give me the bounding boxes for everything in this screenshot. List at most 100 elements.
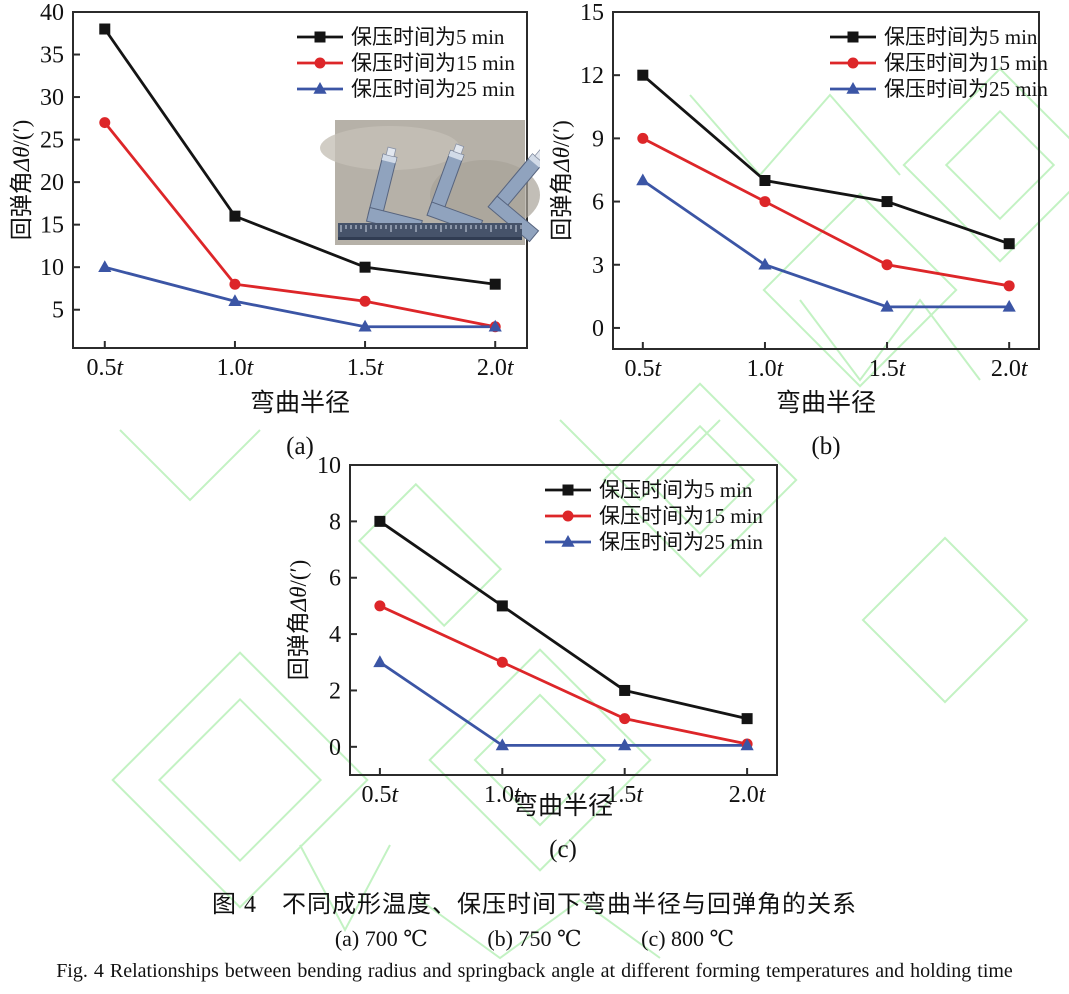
y-tick-label: 12 (580, 63, 604, 89)
caption-subpanels: (a) 700 ℃ (b) 750 ℃ (c) 800 ℃ (0, 926, 1069, 952)
y-tick-label: 25 (40, 128, 64, 154)
point-t5-3 (1003, 238, 1015, 250)
series-t25-line (104, 265, 496, 329)
y-tick-label: 5 (52, 298, 64, 324)
point-t5-0 (637, 69, 649, 81)
legend-label: 保压时间为25 min (351, 77, 515, 101)
series-t15-markers (374, 600, 753, 750)
x-axis: 0.5t 1.0t 1.5t 2.0t (362, 768, 767, 808)
x-tick-label: 0.5t (624, 356, 662, 382)
legend-item-t5: 保压时间为5 min (830, 25, 1038, 49)
legend-marker (847, 31, 859, 43)
y-tick-label: 15 (580, 0, 604, 26)
point-t25-3 (1002, 299, 1016, 312)
x-tick-label: 1.0t (747, 356, 785, 382)
point-t15-3 (1003, 280, 1015, 292)
watermark-glyph (902, 67, 1069, 263)
series-t15-line (642, 137, 1010, 288)
series-t25-markers (98, 260, 502, 332)
legend-label: 保压时间为15 min (351, 51, 515, 75)
y-axis: 0 3 6 9 12 15 (580, 0, 620, 342)
y-tick-label: 8 (329, 509, 341, 535)
legend-marker (314, 57, 326, 69)
x-tick-label: 1.0t (217, 355, 255, 381)
panel-label: (a) (286, 433, 314, 460)
point-t15-1 (759, 196, 771, 208)
legend-marker (847, 57, 859, 69)
legend-marker (561, 535, 575, 547)
legend-marker (313, 82, 327, 94)
legend-item-t15: 保压时间为15 min (830, 51, 1048, 75)
series-t5-line (103, 28, 496, 286)
legend-item-t5: 保压时间为5 min (545, 478, 753, 502)
point-t15-0 (637, 132, 649, 144)
x-tick-label: 1.0t (484, 782, 522, 808)
point-t5-3 (489, 278, 501, 290)
watermark-zigzag (799, 298, 981, 382)
point-t5-2 (359, 261, 371, 273)
point-t15-0 (99, 117, 111, 129)
chart-a: 5 10 15 20 25 30 35 40 0.5t 1.0t 1.5t 2.0t 回弹角Δθ/(′)… (9, 0, 540, 460)
panel-label: (c) (549, 836, 577, 863)
series-t5-markers (374, 515, 753, 725)
legend-item-t25: 保压时间为25 min (297, 77, 515, 101)
y-tick-label: 20 (40, 170, 64, 196)
watermark-zigzag (299, 844, 391, 933)
caption-chinese: 图 4 不同成形温度、保压时间下弯曲半径与回弹角的关系 (212, 892, 857, 918)
legend-label: 保压时间为15 min (884, 51, 1048, 75)
point-t25-0 (373, 655, 387, 668)
watermark-zigzag (419, 898, 661, 960)
point-t5-1 (496, 600, 508, 612)
x-axis-title: 弯曲半径 (513, 792, 613, 820)
legend-item-t25: 保压时间为25 min (830, 77, 1048, 101)
point-t5-0 (374, 515, 386, 527)
series-t5-markers (99, 23, 501, 290)
watermark-zigzag (689, 93, 901, 177)
watermark-glyph (111, 651, 369, 909)
y-tick-label: 0 (592, 316, 604, 342)
x-tick-label: 2.0t (991, 356, 1029, 382)
plot-border (349, 464, 778, 776)
point-t5-0 (99, 23, 111, 35)
legend-item-t5: 保压时间为5 min (297, 25, 505, 49)
y-tick-label: 10 (317, 453, 341, 479)
bent-specimen (487, 149, 540, 243)
point-t15-1 (496, 656, 508, 668)
x-axis: 0.5t 1.0t 1.5t 2.0t (86, 341, 515, 381)
x-tick-label: 1.5t (347, 355, 385, 381)
chart-c: 0 2 4 6 8 10 0.5t 1.0t 1.5t 2.0t 回弹角Δθ/(′) 弯曲半径 (c) 保… (286, 453, 778, 863)
x-tick-label: 0.5t (362, 782, 400, 808)
ruler (338, 223, 522, 240)
legend-item-t15: 保压时间为15 min (297, 51, 515, 75)
watermark-glyph (602, 382, 798, 578)
series-t25-markers (373, 655, 754, 751)
series-t25-markers (636, 173, 1016, 312)
caption-sub-a: (a) 700 ℃ (334, 926, 428, 951)
x-tick-label: 0.5t (86, 355, 124, 381)
point-t25-2 (358, 319, 372, 332)
point-t25-1 (758, 257, 772, 270)
caption-sub-c: (c) 800 ℃ (641, 926, 735, 951)
x-tick-label: 1.5t (869, 356, 907, 382)
y-tick-label: 3 (592, 253, 604, 279)
legend-label: 保压时间为5 min (351, 25, 505, 49)
series-t5-line (379, 520, 748, 721)
watermark-glyph (861, 536, 1029, 704)
legend-label: 保压时间为5 min (884, 25, 1038, 49)
y-tick-label: 10 (40, 255, 64, 281)
watermark-zigzag (119, 429, 261, 502)
legend-marker (562, 484, 574, 496)
y-axis-title: 回弹角Δθ/(′) (549, 120, 574, 241)
x-axis-title: 弯曲半径 (776, 389, 876, 417)
y-tick-label: 9 (592, 126, 604, 152)
watermark-glyph (762, 192, 958, 388)
legend-marker (314, 31, 326, 43)
x-tick-label: 1.5t (606, 782, 644, 808)
y-tick-label: 4 (329, 622, 341, 648)
series-t5-line (641, 74, 1010, 246)
